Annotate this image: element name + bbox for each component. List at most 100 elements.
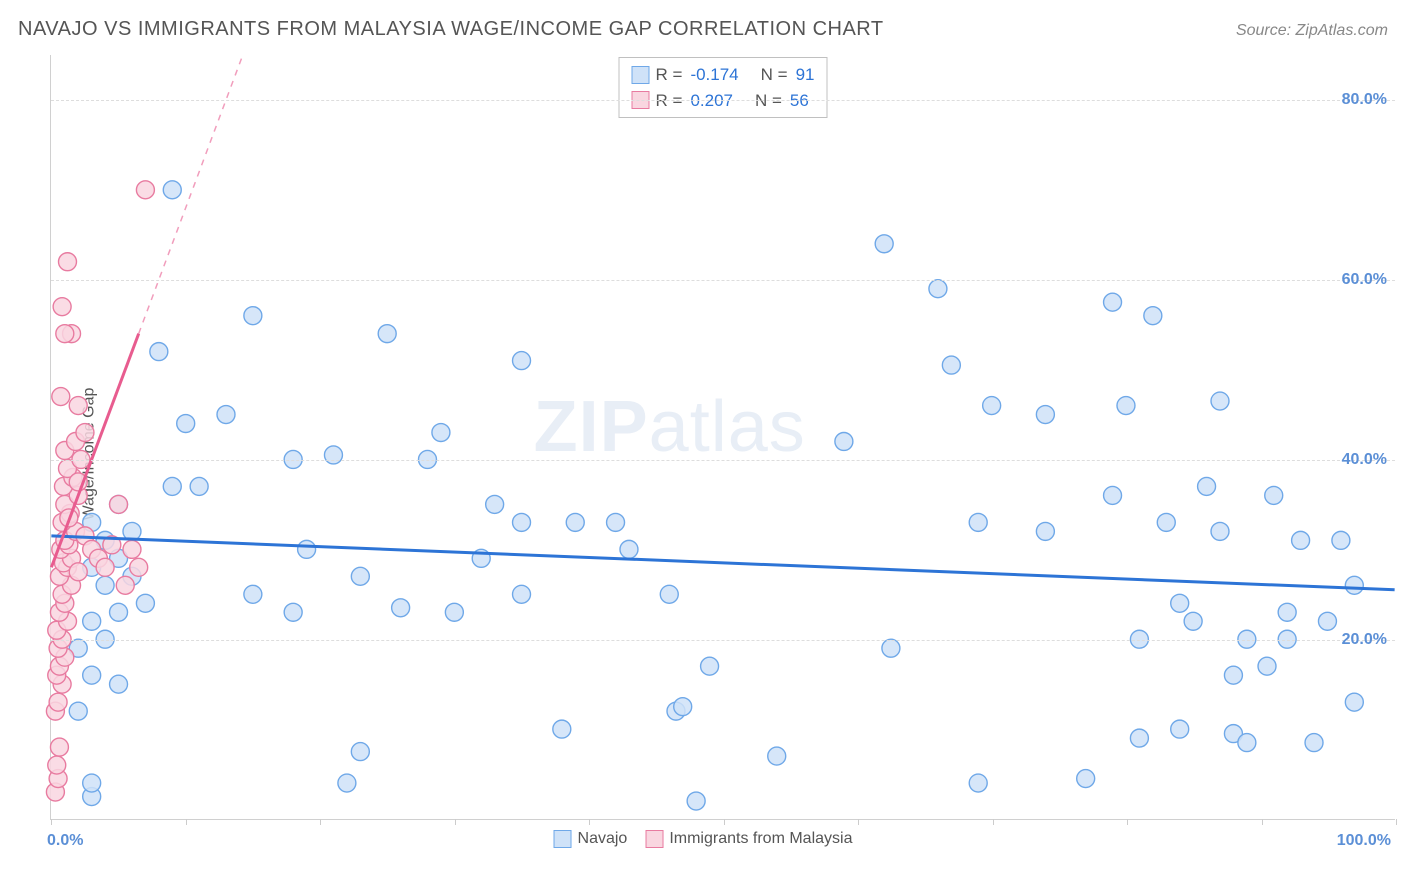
data-point xyxy=(660,585,678,603)
data-point xyxy=(486,495,504,513)
data-point xyxy=(1171,720,1189,738)
legend-item: Immigrants from Malaysia xyxy=(645,830,852,848)
data-point xyxy=(1104,486,1122,504)
y-tick-label: 80.0% xyxy=(1342,91,1387,109)
stat-r-label: R = xyxy=(656,62,683,88)
x-tick xyxy=(186,819,187,825)
x-tick xyxy=(1127,819,1128,825)
data-point xyxy=(244,585,262,603)
plot-area: Wage/Income Gap ZIPatlas R =-0.174N =91R… xyxy=(50,55,1395,820)
data-point xyxy=(1265,486,1283,504)
data-point xyxy=(1184,612,1202,630)
data-point xyxy=(1198,477,1216,495)
data-point xyxy=(969,513,987,531)
x-tick xyxy=(993,819,994,825)
data-point xyxy=(116,576,134,594)
data-point xyxy=(1211,522,1229,540)
data-point xyxy=(432,424,450,442)
data-point xyxy=(110,675,128,693)
gridline xyxy=(51,640,1395,641)
gridline xyxy=(51,100,1395,101)
data-point xyxy=(83,612,101,630)
x-tick xyxy=(455,819,456,825)
data-point xyxy=(50,738,68,756)
trend-line xyxy=(51,536,1394,590)
y-tick-label: 60.0% xyxy=(1342,271,1387,289)
legend-label: Navajo xyxy=(578,830,628,847)
data-point xyxy=(378,325,396,343)
data-point xyxy=(136,594,154,612)
stat-n-label: N = xyxy=(761,62,788,88)
data-point xyxy=(163,477,181,495)
data-point xyxy=(123,540,141,558)
data-point xyxy=(445,603,463,621)
data-point xyxy=(1224,666,1242,684)
data-point xyxy=(69,702,87,720)
data-point xyxy=(110,603,128,621)
chart-title: NAVAJO VS IMMIGRANTS FROM MALAYSIA WAGE/… xyxy=(18,18,884,41)
data-point xyxy=(96,558,114,576)
data-point xyxy=(351,567,369,585)
x-tick-label: 100.0% xyxy=(1337,832,1391,850)
x-tick xyxy=(320,819,321,825)
legend-swatch xyxy=(554,830,572,848)
chart-header: NAVAJO VS IMMIGRANTS FROM MALAYSIA WAGE/… xyxy=(18,18,1388,41)
data-point xyxy=(150,343,168,361)
data-point xyxy=(1305,734,1323,752)
data-point xyxy=(1104,293,1122,311)
data-point xyxy=(1171,594,1189,612)
data-point xyxy=(83,774,101,792)
data-point xyxy=(882,639,900,657)
data-point xyxy=(553,720,571,738)
gridline xyxy=(51,280,1395,281)
data-point xyxy=(1345,576,1363,594)
data-point xyxy=(83,666,101,684)
legend-item: Navajo xyxy=(554,830,628,848)
data-point xyxy=(875,235,893,253)
data-point xyxy=(929,280,947,298)
data-point xyxy=(607,513,625,531)
legend-stat-row: R =-0.174N =91 xyxy=(632,62,815,88)
data-point xyxy=(110,495,128,513)
data-point xyxy=(96,576,114,594)
data-point xyxy=(69,397,87,415)
data-point xyxy=(59,253,77,271)
data-point xyxy=(1036,406,1054,424)
data-point xyxy=(983,397,1001,415)
data-point xyxy=(701,657,719,675)
x-tick xyxy=(1396,819,1397,825)
data-point xyxy=(566,513,584,531)
data-point xyxy=(130,558,148,576)
data-point xyxy=(48,756,66,774)
y-tick-label: 40.0% xyxy=(1342,451,1387,469)
data-point xyxy=(136,181,154,199)
data-point xyxy=(217,406,235,424)
data-point xyxy=(1345,693,1363,711)
data-point xyxy=(244,307,262,325)
data-point xyxy=(52,388,70,406)
data-point xyxy=(1292,531,1310,549)
legend-stats: R =-0.174N =91R =0.207N =56 xyxy=(619,57,828,118)
data-point xyxy=(513,585,531,603)
data-point xyxy=(1258,657,1276,675)
data-point xyxy=(298,540,316,558)
data-point xyxy=(76,424,94,442)
x-tick xyxy=(1262,819,1263,825)
data-point xyxy=(835,433,853,451)
data-point xyxy=(1211,392,1229,410)
data-point xyxy=(674,698,692,716)
data-point xyxy=(1130,729,1148,747)
x-tick xyxy=(589,819,590,825)
data-point xyxy=(620,540,638,558)
data-point xyxy=(687,792,705,810)
data-point xyxy=(56,325,74,343)
legend-swatch xyxy=(645,830,663,848)
data-point xyxy=(49,693,67,711)
x-tick-label: 0.0% xyxy=(47,832,83,850)
data-point xyxy=(69,563,87,581)
x-tick xyxy=(51,819,52,825)
legend-label: Immigrants from Malaysia xyxy=(669,830,852,847)
data-point xyxy=(284,603,302,621)
stat-n-value: 91 xyxy=(796,62,815,88)
data-point xyxy=(338,774,356,792)
